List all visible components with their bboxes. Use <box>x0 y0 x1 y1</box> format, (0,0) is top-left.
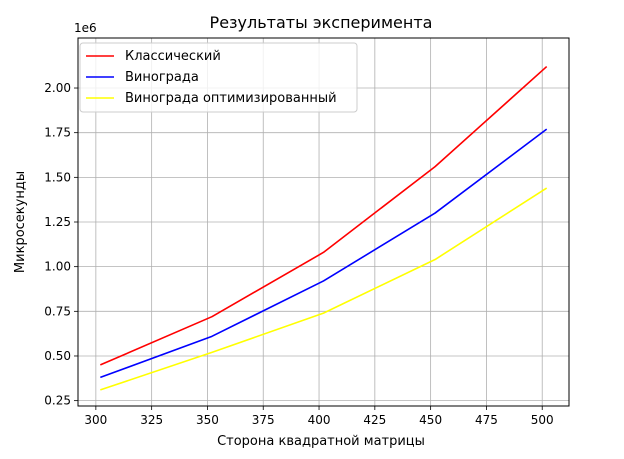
series-line-1 <box>100 65 548 366</box>
legend-label-3: Винограда оптимизированный <box>125 91 337 106</box>
series-line-3 <box>100 187 548 391</box>
legend-label-1: Классический <box>125 49 221 64</box>
y-tick-label: 0.50 <box>44 349 71 363</box>
x-tick-label: 300 <box>84 413 107 427</box>
y-tick-label: 0.75 <box>44 304 71 318</box>
x-axis-ticks: 300 325 350 375 400 425 450 475 500 <box>84 406 554 427</box>
y-axis-ticks: 0.25 0.50 0.75 1.00 1.25 1.50 1.75 2.00 <box>44 81 78 408</box>
x-axis-label: Сторона квадратной матрицы <box>217 434 425 449</box>
x-tick-label: 375 <box>252 413 275 427</box>
y-tick-label: 1.75 <box>44 126 71 140</box>
series-lines <box>100 65 548 391</box>
y-tick-label: 0.25 <box>44 394 71 408</box>
legend-label-2: Винограда <box>125 70 199 85</box>
y-axis-offset-label: 1e6 <box>74 21 97 35</box>
x-tick-label: 325 <box>140 413 163 427</box>
y-tick-label: 1.25 <box>44 215 71 229</box>
x-tick-label: 425 <box>363 413 386 427</box>
x-tick-label: 500 <box>531 413 554 427</box>
x-tick-label: 350 <box>196 413 219 427</box>
x-tick-label: 450 <box>419 413 442 427</box>
y-tick-label: 2.00 <box>44 81 71 95</box>
x-tick-label: 400 <box>308 413 331 427</box>
y-axis-label: Микросекунды <box>13 171 28 273</box>
y-tick-label: 1.50 <box>44 170 71 184</box>
series-line-2 <box>100 128 548 379</box>
legend: Классический Винограда Винограда оптимизир… <box>79 42 358 113</box>
x-tick-label: 475 <box>475 413 498 427</box>
legend-box <box>79 42 358 113</box>
y-tick-label: 1.00 <box>44 260 71 274</box>
chart-title: Результаты эксперимента <box>210 13 433 32</box>
